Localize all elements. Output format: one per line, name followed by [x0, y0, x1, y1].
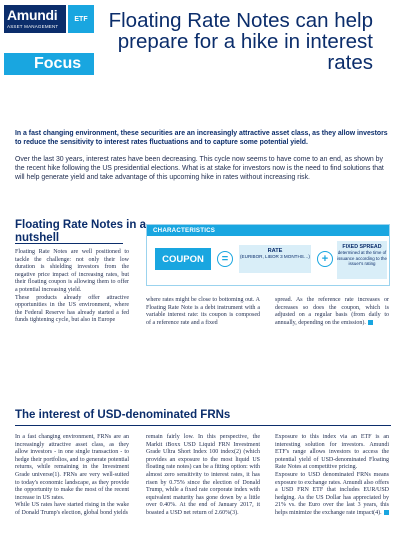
paragraph: Floating Rate Notes are well positioned … — [15, 249, 129, 293]
characteristics-box: CHARACTERISTICS COUPON = RATE (EURIBOR, … — [146, 224, 390, 286]
focus-label: Focus — [4, 53, 94, 75]
rate-title: RATE — [267, 248, 283, 254]
characteristics-header: CHARACTERISTICS — [147, 225, 389, 236]
spread-subtitle: determined at the time of issuance accor… — [337, 250, 387, 267]
nutshell-column-2: where rates might be close to bottoming … — [146, 297, 260, 327]
equals-icon: = — [217, 251, 233, 267]
paragraph: In a fast changing environment, FRNs are… — [15, 434, 129, 501]
paragraph: These products already offer attractive … — [15, 294, 129, 324]
logo-name: Amundi — [7, 7, 58, 23]
usd-column-1: In a fast changing environment, FRNs are… — [15, 434, 129, 518]
logo-subtitle: ASSET MANAGEMENT — [7, 24, 59, 29]
end-mark-icon — [367, 319, 373, 325]
paragraph-text: Exposure to USD denominated FRNs means e… — [275, 471, 389, 516]
etf-badge: ETF — [68, 5, 94, 33]
paragraph: spread. As the reference rate increases … — [275, 297, 389, 327]
paragraph: While US rates have started rising in th… — [15, 502, 129, 516]
rate-subtitle: (EURIBOR, LIBOR 3 MONTHS…) — [240, 254, 310, 259]
nutshell-column-1: Floating Rate Notes are well positioned … — [15, 249, 129, 325]
section-divider — [15, 425, 391, 426]
section-title-nutshell: Floating Rate Notes in a nutshell — [15, 219, 146, 244]
nutshell-column-3: spread. As the reference rate increases … — [275, 297, 389, 327]
spread-block: FIXED SPREAD determined at the time of i… — [337, 241, 387, 279]
lead-paragraph-bold: In a fast changing environment, these se… — [15, 130, 388, 146]
usd-column-3: Exposure to this index via an ETF is an … — [275, 434, 389, 518]
section-title-usd-frns: The interest of USD-denominated FRNs — [15, 409, 231, 421]
end-mark-icon — [383, 510, 389, 516]
coupon-block: COUPON — [155, 248, 211, 270]
amundi-logo: Amundi ASSET MANAGEMENT — [4, 5, 66, 33]
paragraph: where rates might be close to bottoming … — [146, 297, 260, 326]
paragraph: Exposure to this index via an ETF is an … — [275, 434, 389, 471]
rate-block: RATE (EURIBOR, LIBOR 3 MONTHS…) — [239, 245, 311, 273]
plus-icon: + — [317, 251, 333, 267]
page-title: Floating Rate Notes can help prepare for… — [108, 9, 373, 74]
paragraph-text: spread. As the reference rate increases … — [275, 297, 389, 326]
lead-paragraph: Over the last 30 years, interest rates h… — [15, 156, 384, 181]
usd-column-2: remain fairly low. In this perspective, … — [146, 434, 260, 518]
paragraph: Exposure to USD denominated FRNs means e… — [275, 472, 389, 518]
spread-title: FIXED SPREAD — [342, 244, 382, 250]
section-divider — [15, 243, 123, 244]
paragraph: remain fairly low. In this perspective, … — [146, 434, 260, 516]
